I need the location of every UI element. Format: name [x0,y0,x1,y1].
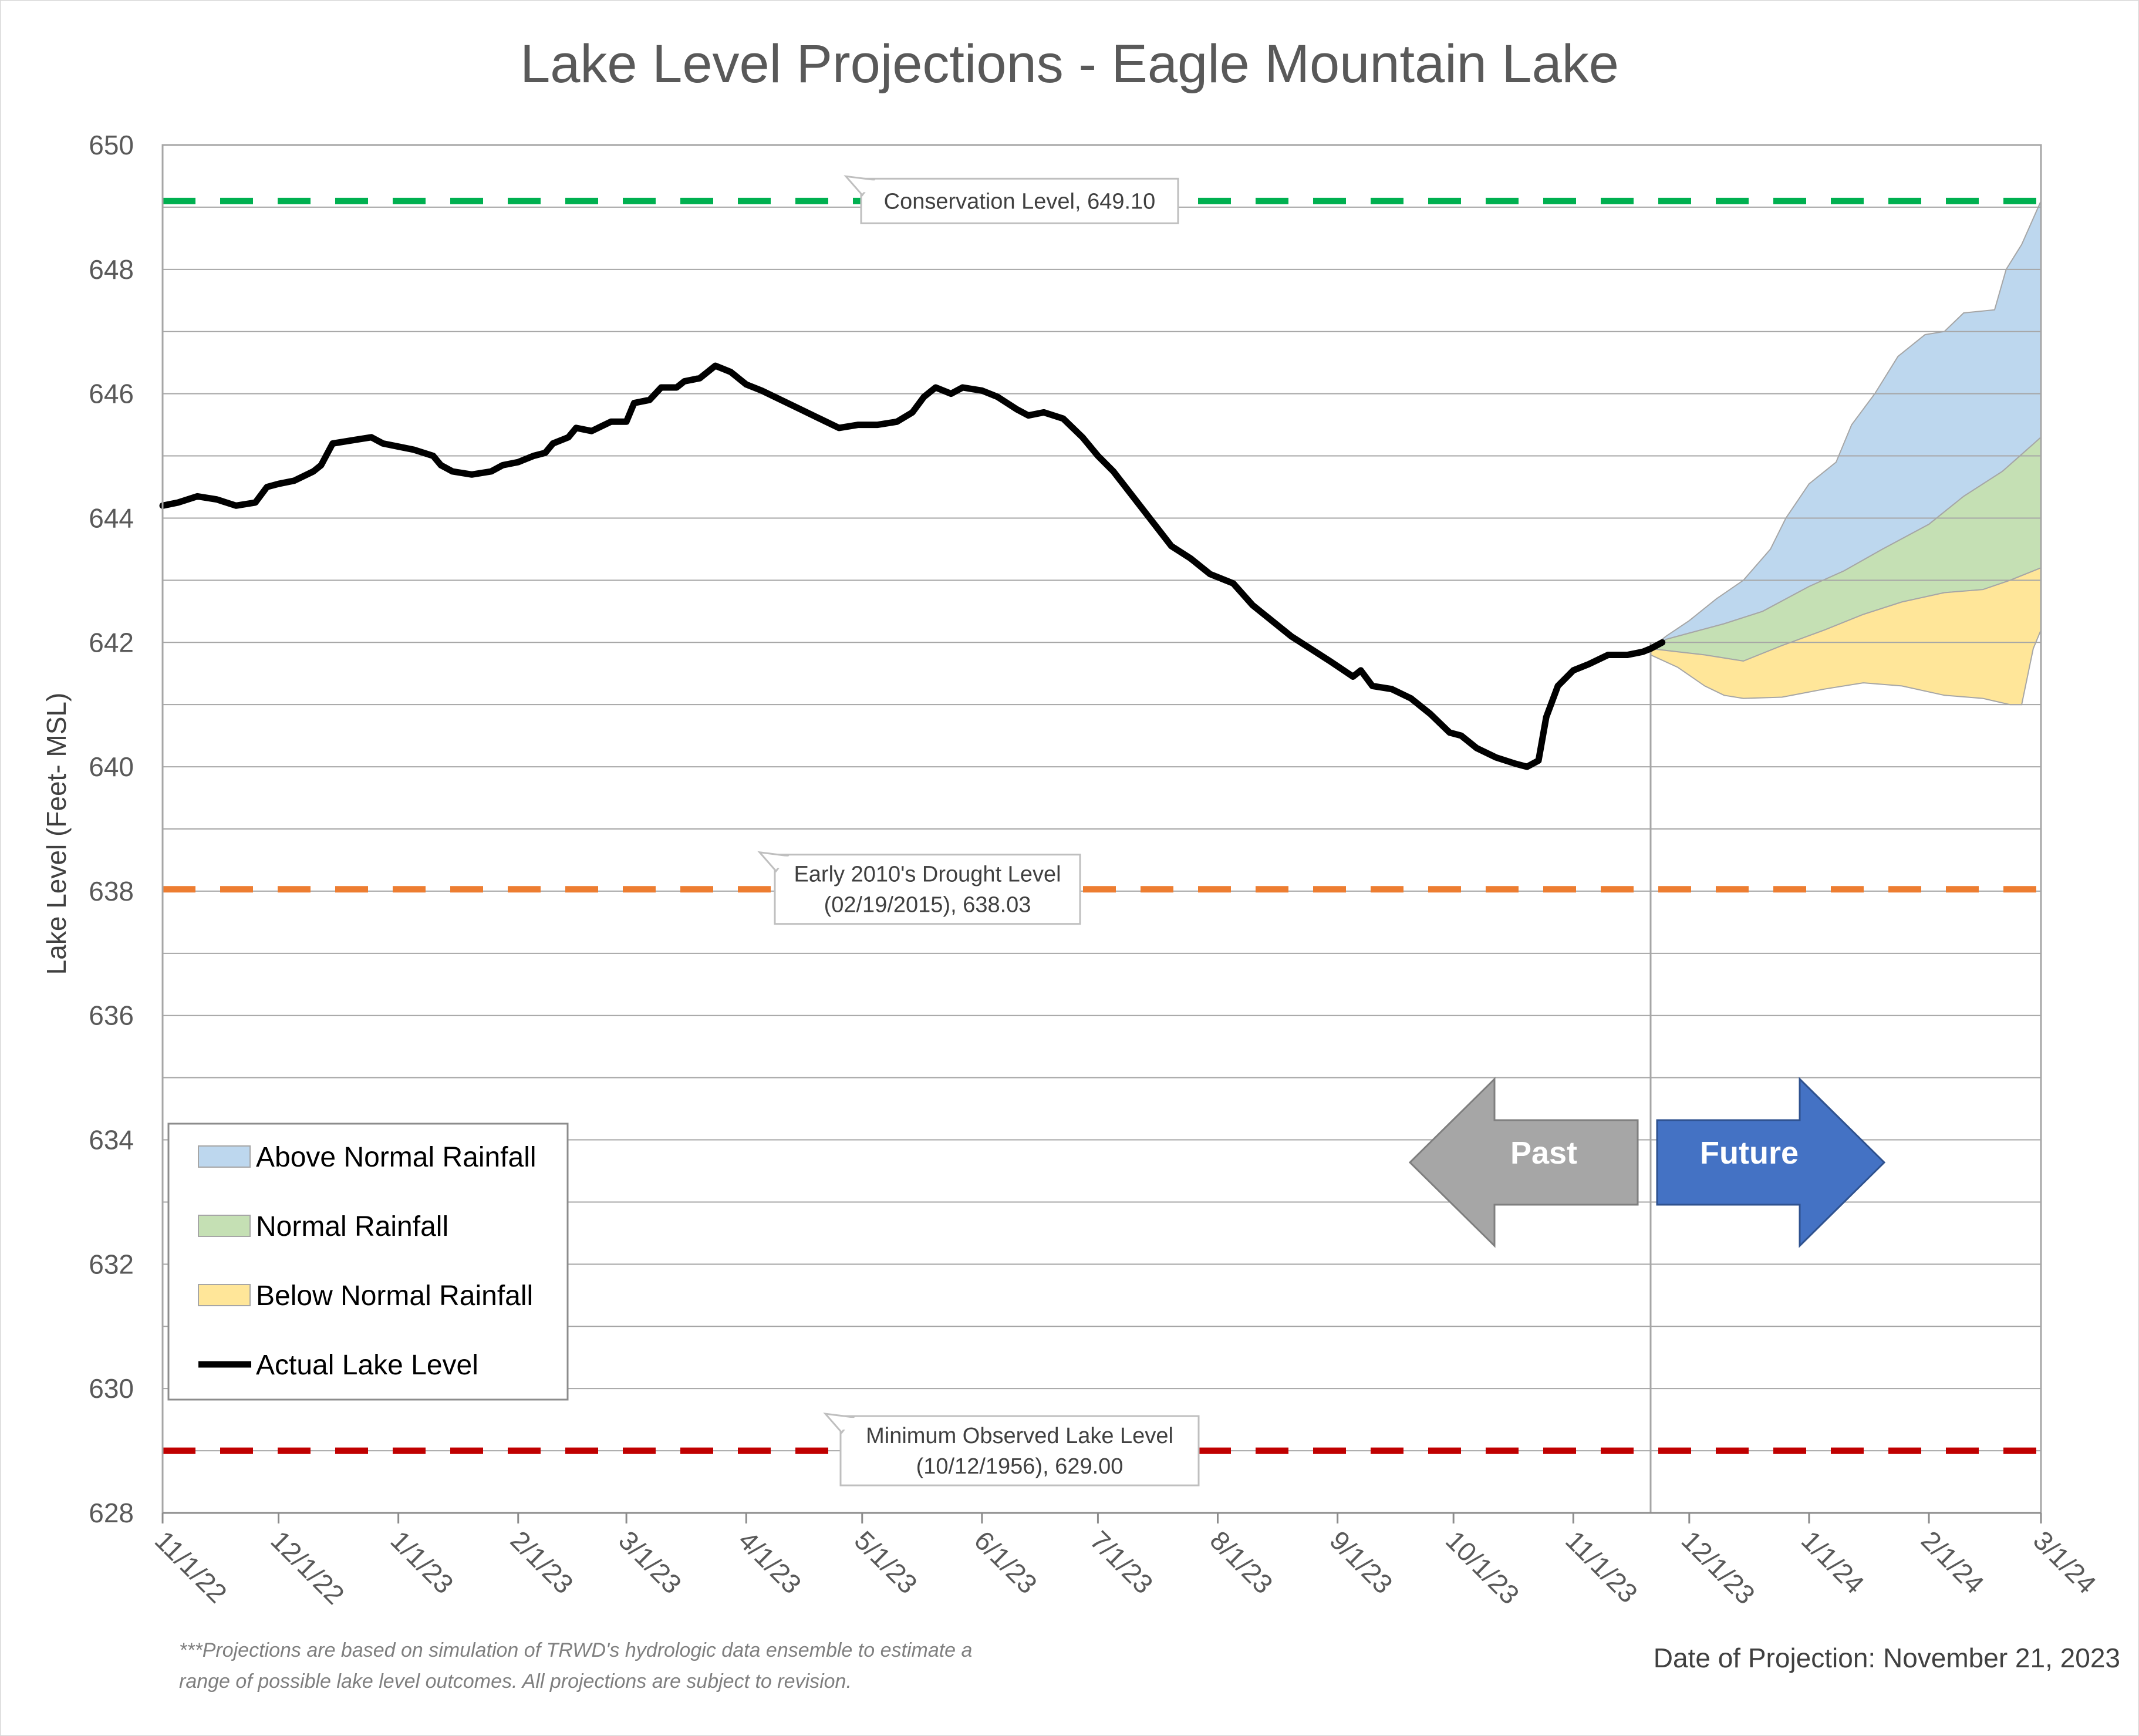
y-axis-title: Lake Level (Feet- MSL) [41,693,72,975]
projection-date: Date of Projection: November 21, 2023 [1654,1643,2120,1673]
legend-swatch [198,1215,251,1237]
reference-callout-text: (02/19/2015), 638.03 [824,893,1031,918]
legend-label: Above Normal Rainfall [256,1142,537,1173]
y-tick-label: 630 [89,1373,134,1404]
legend-box [167,1122,569,1401]
band-below-normal-rainfall [1650,567,2042,706]
actual-lake-level-line [159,362,1666,770]
y-tick-label: 638 [89,876,134,906]
reference-callout-box-3 [839,1415,1200,1486]
reference-callout-text: Minimum Observed Lake Level [866,1424,1173,1448]
reference-callout-box-1 [860,177,1179,224]
reference-callout-text: Early 2010's Drought Level [794,862,1061,887]
callout-pointer-mask [863,180,878,193]
legend-label: Below Normal Rainfall [256,1280,533,1312]
y-tick-label: 632 [89,1249,134,1279]
callout-pointer-mask [777,856,792,868]
footnote-line-1: ***Projections are based on simulation o… [179,1639,972,1661]
y-tick-label: 636 [89,1000,134,1031]
past-arrow [1408,1077,1639,1248]
legend-label: Normal Rainfall [256,1211,448,1242]
y-tick-label: 634 [89,1125,134,1155]
y-tick-label: 640 [89,751,134,782]
y-tick-label: 648 [89,254,134,285]
future-arrow [1656,1077,1886,1248]
legend: Above Normal Rainfall Normal Rainfall Belo… [167,1122,569,1401]
y-tick-label: 642 [89,627,134,658]
y-tick-label: 644 [89,503,134,533]
callout-pointer-mask [842,1418,858,1430]
chart-title: Lake Level Projections - Eagle Mountain … [520,34,1619,94]
legend-swatch [198,1145,251,1168]
reference-callout-text: Conservation Level, 649.10 [884,189,1156,214]
future-arrow-label: Future [1700,1135,1799,1171]
reference-callout-text: (10/12/1956), 629.00 [916,1454,1124,1479]
past-arrow-label: Past [1510,1135,1577,1171]
legend-swatch [198,1284,251,1306]
footnote-line-2: range of possible lake level outcomes. A… [179,1670,852,1693]
legend-label: Actual Lake Level [256,1350,478,1381]
y-tick-label: 646 [89,379,134,409]
y-tick-label: 628 [89,1498,134,1528]
reference-callout-box-2 [774,854,1081,925]
y-tick-label: 650 [89,130,134,160]
